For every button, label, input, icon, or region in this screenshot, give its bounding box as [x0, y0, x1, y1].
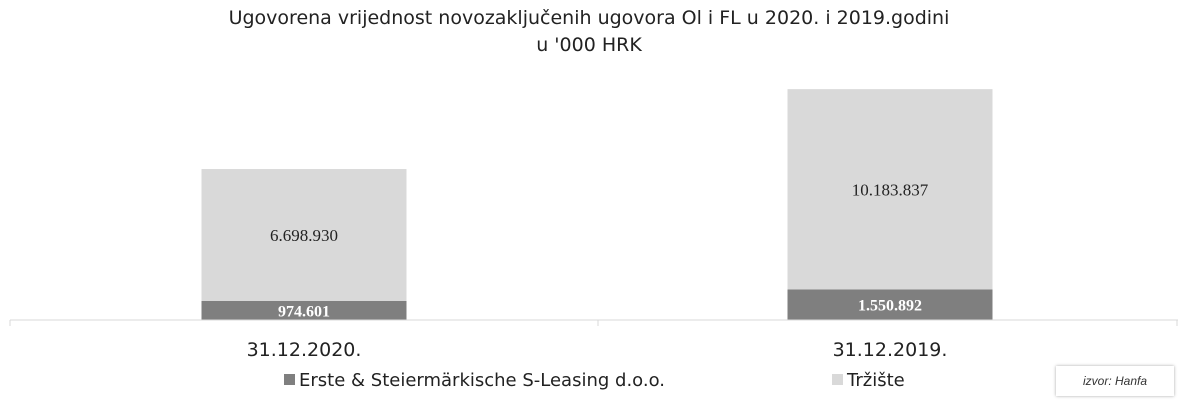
bar-segment-erste-1 [201, 300, 407, 320]
chart-subtitle: u '000 HRK [536, 34, 642, 56]
bars-group: 974.601 6.698.930 1.550.892 10.183.837 [201, 89, 993, 320]
x-tick-label-2: 31.12.2019. [833, 339, 948, 361]
legend: Erste & Steiermärkische S-Leasing d.o.o.… [284, 370, 905, 391]
data-label-erste-2: 1.550.892 [858, 298, 922, 315]
data-label-erste-1: 974.601 [278, 303, 330, 320]
chart-title: Ugovorena vrijednost novozaključenih ugo… [229, 7, 950, 29]
data-label-trziste-2: 10.183.837 [852, 180, 929, 199]
legend-label-2: Tržište [846, 370, 905, 391]
source-note-box: izvor: Hanfa [1056, 366, 1174, 396]
source-note: izvor: Hanfa [1082, 374, 1148, 388]
x-axis-ticks: 31.12.2020. 31.12.2019. [9, 320, 1178, 361]
bar-segment-trziste-1 [201, 169, 407, 301]
legend-label-1: Erste & Steiermärkische S-Leasing d.o.o. [299, 370, 665, 391]
bar-segment-trziste-2 [787, 89, 993, 290]
x-tick-label-1: 31.12.2020. [247, 339, 362, 361]
legend-swatch-1 [284, 374, 295, 385]
bar-segment-erste-2 [787, 289, 993, 320]
data-label-trziste-1: 6.698.930 [270, 226, 338, 245]
legend-swatch-2 [832, 374, 843, 385]
